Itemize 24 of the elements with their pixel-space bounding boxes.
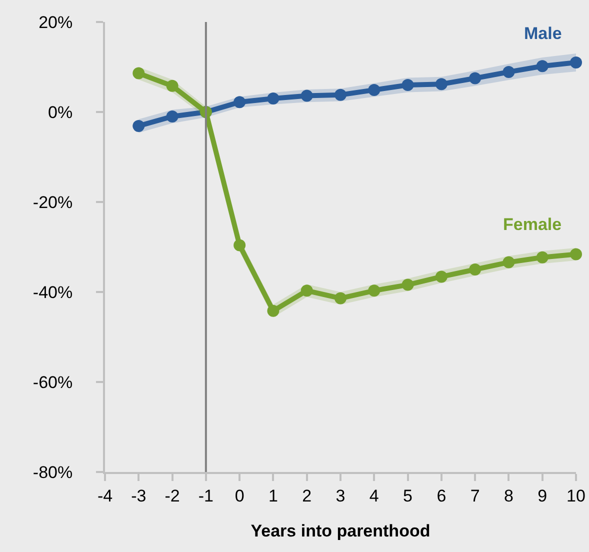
x-tick-label: 7 — [470, 486, 480, 506]
x-tick-label: 0 — [234, 486, 244, 506]
x-tick-label: 4 — [369, 486, 379, 506]
y-tick-label: 20% — [38, 12, 73, 32]
x-axis-title: Years into parenthood — [250, 521, 430, 540]
x-tick-label: 8 — [504, 486, 514, 506]
x-tick-label: 9 — [538, 486, 548, 506]
series-label: Female — [503, 215, 562, 234]
x-tick-label: 10 — [566, 486, 586, 506]
x-tick-label: 6 — [436, 486, 446, 506]
x-tick-label: 3 — [336, 486, 346, 506]
x-tick-label: 2 — [302, 486, 312, 506]
x-tick-label: -4 — [97, 486, 113, 506]
series-label: Male — [524, 24, 562, 43]
x-tick-label: 5 — [403, 486, 413, 506]
x-tick-label: -3 — [131, 486, 146, 506]
x-tick-label: 1 — [268, 486, 278, 506]
y-tick-label: -40% — [32, 282, 73, 302]
x-tick-label: -1 — [198, 486, 214, 506]
y-tick-label: -20% — [32, 192, 73, 212]
y-tick-label: -60% — [32, 372, 73, 392]
x-tick-label: -2 — [164, 486, 180, 506]
y-tick-label: -80% — [32, 462, 73, 482]
y-tick-label: 0% — [48, 102, 73, 122]
